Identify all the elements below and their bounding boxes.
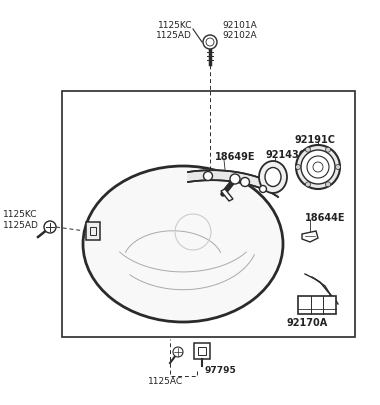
Ellipse shape [326, 182, 331, 188]
Polygon shape [188, 171, 278, 198]
Text: 1125AD: 1125AD [156, 32, 192, 40]
Text: 97795: 97795 [204, 366, 236, 375]
Text: 92191C: 92191C [294, 135, 336, 145]
Text: 1125AC: 1125AC [149, 377, 184, 386]
Circle shape [241, 178, 250, 187]
Polygon shape [302, 231, 318, 243]
Text: 18644E: 18644E [305, 213, 345, 222]
Ellipse shape [336, 165, 340, 170]
Ellipse shape [259, 162, 287, 194]
Text: 92143C: 92143C [266, 149, 307, 160]
Text: 92102A: 92102A [222, 32, 256, 40]
Circle shape [44, 222, 56, 233]
Ellipse shape [296, 165, 301, 170]
Polygon shape [298, 296, 336, 314]
Ellipse shape [306, 182, 310, 188]
Circle shape [260, 186, 266, 193]
Ellipse shape [265, 168, 281, 187]
Circle shape [301, 151, 335, 185]
Circle shape [173, 347, 183, 357]
Circle shape [296, 146, 340, 190]
Polygon shape [221, 190, 233, 202]
Circle shape [204, 172, 212, 181]
Circle shape [230, 175, 240, 185]
Ellipse shape [326, 148, 331, 153]
Text: 1125KC: 1125KC [3, 210, 38, 219]
Polygon shape [194, 343, 210, 359]
Ellipse shape [83, 166, 283, 322]
Polygon shape [86, 222, 100, 241]
Text: 18649E: 18649E [215, 151, 255, 162]
Text: 92101A: 92101A [222, 20, 257, 30]
Circle shape [203, 36, 217, 50]
Text: 1125AD: 1125AD [3, 221, 39, 230]
Text: 1125KC: 1125KC [157, 20, 192, 30]
Text: 92170A: 92170A [287, 317, 328, 327]
Ellipse shape [306, 148, 310, 153]
